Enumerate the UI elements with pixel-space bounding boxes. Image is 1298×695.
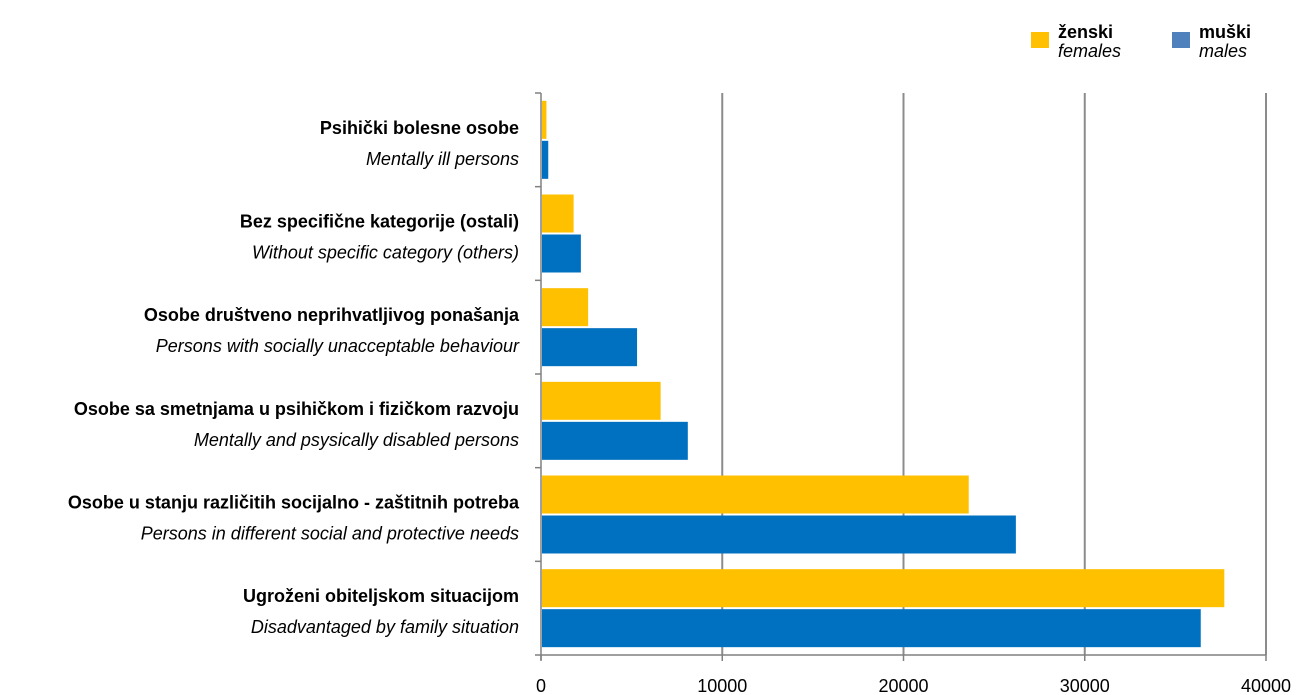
legend-label-en: females (1058, 41, 1121, 61)
category-label-en: Mentally ill persons (366, 149, 519, 169)
category-label-en: Persons in different social and protecti… (141, 524, 519, 544)
gridlines (721, 93, 1267, 655)
legend-swatch (1172, 32, 1190, 48)
bar-females (542, 288, 589, 327)
x-tick-label: 0 (536, 676, 546, 695)
bar-females (542, 569, 1225, 608)
category-label: Osobe sa smetnjama u psihičkom i fizičko… (74, 399, 519, 419)
axes (535, 92, 1267, 661)
category-label: Psihički bolesne osobe (320, 118, 519, 138)
category-label: Bez specifične kategorije (ostali) (240, 212, 519, 232)
x-tick-labels: 0 10000 20000 30000 40000 (536, 676, 1291, 695)
category-label: Osobe u stanju različitih socijalno - za… (68, 493, 520, 513)
x-tick-label: 30000 (1060, 676, 1110, 695)
x-tick-label: 20000 (878, 676, 928, 695)
bars (542, 100, 1225, 648)
legend-label-en: males (1199, 41, 1247, 61)
bar-males (542, 234, 581, 273)
bar-males (542, 140, 549, 179)
bar-females (542, 475, 969, 514)
bar-males (542, 421, 688, 460)
bar-males (542, 515, 1016, 554)
legend-label: ženski (1058, 22, 1113, 42)
category-label-en: Persons with socially unacceptable behav… (156, 336, 520, 356)
bar-males (542, 609, 1201, 648)
bar-males (542, 328, 638, 367)
category-label: Osobe društveno neprihvatljivog ponašanj… (144, 305, 520, 325)
bar-females (542, 381, 661, 420)
category-label-en: Without specific category (others) (252, 243, 519, 263)
category-label-en: Disadvantaged by family situation (251, 617, 519, 637)
x-tick-label: 40000 (1241, 676, 1291, 695)
x-tick-label: 10000 (697, 676, 747, 695)
legend-label: muški (1199, 22, 1251, 42)
bar-females (542, 194, 574, 233)
category-labels: Psihički bolesne osobe Mentally ill perso… (68, 118, 520, 637)
category-label-en: Mentally and psysically disabled persons (194, 430, 519, 450)
bar-females (542, 100, 547, 139)
category-label: Ugroženi obiteljskom situacijom (243, 586, 519, 606)
legend-swatch (1031, 32, 1049, 48)
